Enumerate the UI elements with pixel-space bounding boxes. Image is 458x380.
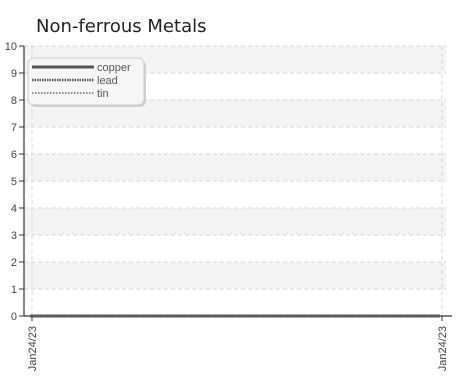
y-tick-label-0: 0 <box>11 311 17 323</box>
y-tick-label-4: 4 <box>11 203 17 215</box>
band-1 <box>24 262 446 289</box>
y-tick-label-1: 1 <box>11 284 17 296</box>
x-tick-label-0: Jan24/23 <box>27 326 39 371</box>
x-tick-label-1: Jan24/23 <box>437 326 449 371</box>
y-axis-ticks: 0 1 2 3 4 5 6 7 8 9 10 <box>5 41 24 323</box>
background-bands <box>24 46 446 289</box>
y-tick-label-7: 7 <box>11 122 17 134</box>
band-3 <box>24 208 446 235</box>
x-axis-ticks: Jan24/23 Jan24/23 <box>27 316 449 371</box>
grid-lines <box>24 45 446 316</box>
legend-label-lead: lead <box>97 75 118 87</box>
chart-title: Non-ferrous Metals <box>36 16 207 37</box>
y-tick-label-10: 10 <box>5 41 17 53</box>
y-tick-label-8: 8 <box>11 95 17 107</box>
legend-label-copper: copper <box>97 62 131 74</box>
y-tick-label-3: 3 <box>11 230 17 242</box>
y-tick-label-6: 6 <box>11 149 17 161</box>
band-5 <box>24 154 446 181</box>
y-tick-label-2: 2 <box>11 257 17 269</box>
y-tick-label-5: 5 <box>11 176 17 188</box>
y-tick-label-9: 9 <box>11 68 17 80</box>
legend-label-tin: tin <box>97 88 109 100</box>
